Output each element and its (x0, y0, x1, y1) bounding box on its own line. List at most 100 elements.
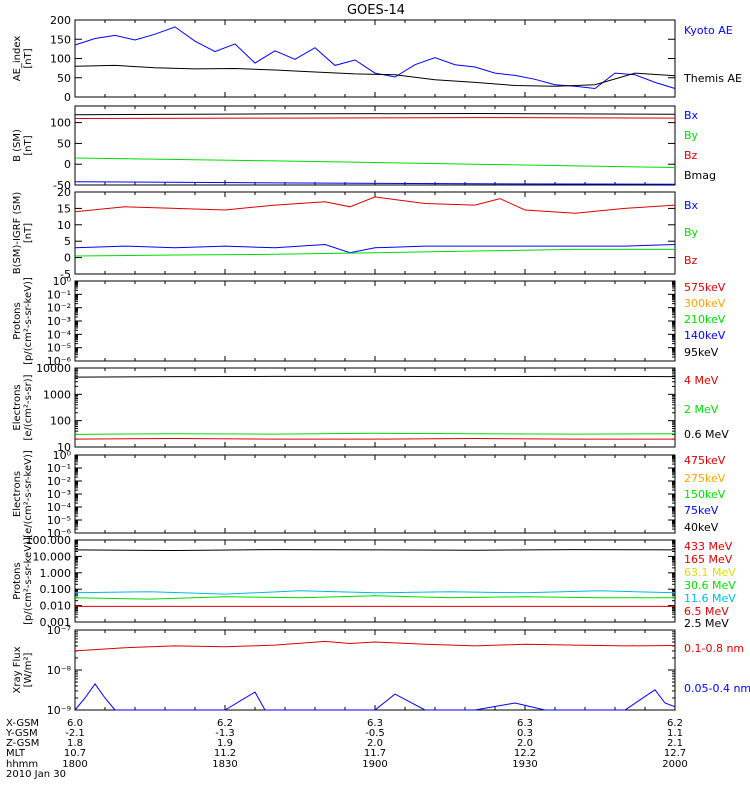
series-line-0-6-mev (74, 375, 676, 378)
panel-2: -50 0 50 100 B (SM)[nT] Bx By Bz Bmag (12, 105, 716, 192)
ephemeris-value: 6.3 (517, 718, 533, 729)
y-tick-label: 10⁻¹ (47, 288, 71, 301)
legend-bmag: Bmag (684, 169, 716, 182)
y-axis-label: B (SM)[nT] (12, 129, 34, 162)
ephemeris-value: -0.5 (365, 728, 385, 739)
plot-frame (74, 539, 676, 623)
y-tick-label: -5 (60, 268, 71, 281)
y-tick-label: -50 (53, 179, 71, 192)
y-tick-label: 100.000 (26, 534, 72, 547)
y-tick-label: 10000 (36, 362, 71, 375)
y-tick-label: 1.000 (40, 567, 72, 580)
y-tick-label: 5 (64, 235, 71, 248)
y-tick-label: 10⁻⁶ (47, 527, 72, 540)
series-line-0-05-0-4-nm (74, 683, 676, 711)
ephemeris-value: 1800 (62, 759, 87, 770)
y-tick-label: 10⁰ (53, 449, 72, 462)
y-tick-label: 10⁻¹ (47, 462, 71, 475)
y-tick-label: 10⁻⁵ (47, 342, 71, 355)
y-axis-label: Protons[p/(cm²-s-sr-keV)] (12, 537, 34, 625)
ephemeris-value: 2.0 (367, 738, 383, 749)
ephemeris-value: -1.3 (215, 728, 235, 739)
ephemeris-value: 6.2 (667, 718, 683, 729)
y-tick-label: 100 (50, 415, 71, 428)
series-line-kyoto-ae (74, 26, 676, 90)
y-tick-label: 50 (57, 72, 71, 85)
legend-275kev: 275keV (684, 472, 726, 485)
plot-frame (74, 454, 676, 534)
ephemeris-value: 2.1 (667, 738, 683, 749)
panel-3: -5 0 5 10 15 20 B(SM)-IGRF (SM)[nT] Bx By Bz (12, 186, 699, 281)
ephemeris-value: 6.0 (67, 718, 83, 729)
plot-title: GOES-14 (347, 3, 405, 18)
legend-bx: Bx (684, 199, 699, 212)
y-tick-label: 10⁻⁹ (47, 704, 71, 717)
y-tick-label: 200 (50, 14, 71, 27)
legend-0-1-0-8-nm: 0.1-0.8 nm (684, 642, 744, 655)
y-tick-label: 10 (57, 219, 71, 232)
legend-140kev: 140keV (684, 329, 726, 342)
ephemeris-value: 10.7 (64, 748, 86, 759)
series-line-bx (74, 181, 676, 185)
y-axis-label: Electrons[e/(cm²-s-sr-keV)] (12, 450, 34, 538)
y-tick-label: 0.010 (40, 600, 72, 613)
legend-150kev: 150keV (684, 488, 726, 501)
legend-bz: Bz (684, 254, 698, 267)
series-line-bx (74, 243, 676, 254)
plot-frame (74, 367, 676, 448)
series-line-0-1-0-8-nm (74, 640, 676, 652)
ephemeris-label-z-gsm: Z-GSM (6, 738, 39, 749)
ephemeris-value: 6.3 (367, 718, 383, 729)
panel-5: 10000 1000 100 10 Electrons[e/(cm²-s-sr)] 4 M… (12, 362, 729, 454)
legend-40kev: 40keV (684, 521, 719, 534)
legend-6-5-mev: 6.5 MeV (684, 605, 729, 618)
y-tick-label: 10⁻⁷ (47, 624, 71, 637)
ephemeris-label-y-gsm: Y-GSM (5, 728, 38, 739)
ephemeris-value: 12.7 (664, 748, 686, 759)
legend-kyoto-ae: Kyoto AE (684, 24, 733, 37)
legend-30-6-mev: 30.6 MeV (684, 579, 736, 592)
series-line-30-6-mev (74, 595, 675, 600)
y-tick-label: 0 (64, 91, 71, 104)
y-tick-label: 10⁻² (47, 475, 71, 488)
series-line-4-mev (74, 437, 675, 440)
legend-themis-ae: Themis AE (683, 72, 742, 85)
ephemeris-value: 0.3 (517, 728, 533, 739)
series-line-2-mev (74, 432, 676, 435)
ephemeris-value: 12.2 (514, 748, 536, 759)
y-tick-label: 150 (50, 33, 71, 46)
y-tick-label: 20 (57, 186, 71, 199)
ephemeris-value: 1900 (362, 759, 387, 770)
legend-210kev: 210keV (684, 313, 726, 326)
y-axis-label: Electrons[e/(cm²-s-sr)] (12, 374, 34, 440)
y-axis-label: B(SM)-IGRF (SM)[nT] (12, 192, 34, 275)
legend-95kev: 95keV (684, 346, 719, 359)
ephemeris-value: -2.1 (65, 728, 85, 739)
ephemeris-value: 1.1 (667, 728, 683, 739)
series-line-bz (74, 117, 676, 119)
y-tick-label: 100 (50, 117, 71, 130)
legend-bx: Bx (684, 109, 699, 122)
legend-0-6-mev: 0.6 MeV (684, 428, 729, 441)
plot-frame (74, 191, 676, 275)
legend-0-05-0-4-nm: 0.05-0.4 nm (684, 682, 750, 695)
ephemeris-value: 1930 (512, 759, 537, 770)
y-tick-label: 10⁻³ (47, 315, 71, 328)
y-tick-label: 10⁻⁶ (47, 355, 72, 368)
legend-11-6-mev: 11.6 MeV (684, 592, 736, 605)
y-tick-label: 10⁻⁸ (47, 664, 72, 677)
y-tick-label: 10⁻⁵ (47, 514, 71, 527)
y-tick-label: 1000 (43, 388, 71, 401)
legend-575kev: 575keV (684, 281, 726, 294)
legend-bz: Bz (684, 149, 698, 162)
ephemeris-value: 1.9 (217, 738, 233, 749)
y-axis-label: Protons[p/(cm²-s-sr-keV)] (12, 277, 34, 365)
ephemeris-value: 2.0 (517, 738, 533, 749)
ephemeris-label-hhmm: hhmm (6, 759, 38, 770)
panel-8: 10⁻⁷ 10⁻⁸ 10⁻⁹ Xray Flux[W/m²] 0.1-0.8 nm 0.0… (12, 624, 750, 717)
date-label: 2010 Jan 30 (6, 769, 66, 780)
ephemeris-value: 2000 (662, 759, 687, 770)
